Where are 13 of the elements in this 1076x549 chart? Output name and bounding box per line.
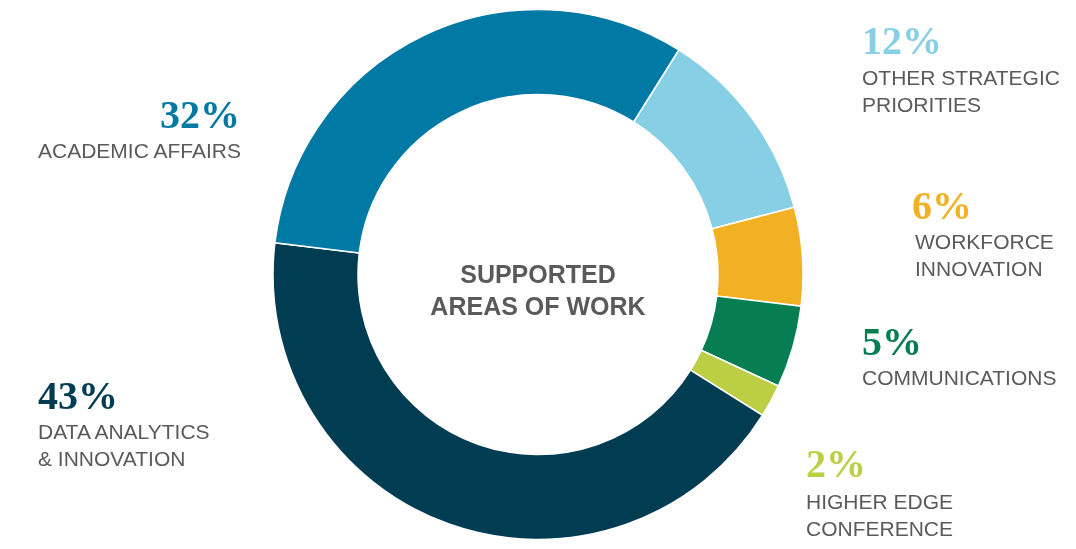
text: SUPPORTED AREAS OF WORK (430, 259, 646, 320)
data-label: 32% (160, 92, 240, 137)
data-label: 2% (806, 441, 866, 486)
data-label: 6% (912, 183, 972, 228)
slice-label: HIGHER EDGE CONFERENCE (806, 490, 954, 540)
slice-label: OTHER STRATEGIC PRIORITIES (862, 66, 1060, 116)
slice-label: ACADEMIC AFFAIRS (38, 139, 242, 162)
data-label: 12% (862, 18, 942, 63)
data-label: 5% (862, 319, 922, 364)
slice-label: DATA ANALYTICS & INNOVATION (38, 420, 210, 470)
slice-label: WORKFORCE INNOVATION (915, 230, 1054, 280)
slice-label: COMMUNICATIONS (862, 366, 1057, 389)
data-label: 43% (38, 373, 118, 418)
